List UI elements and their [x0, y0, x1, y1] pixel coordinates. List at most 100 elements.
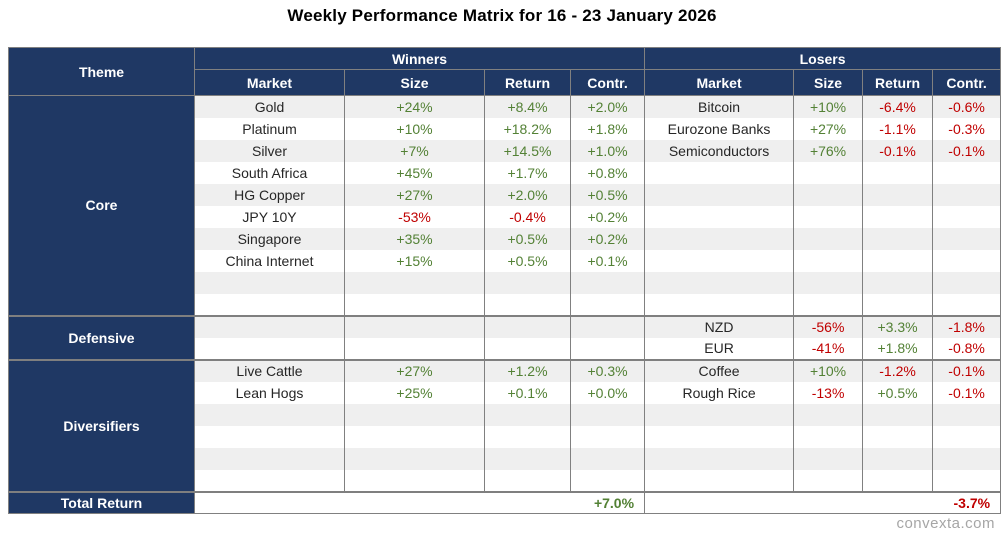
- winners-size-cell: [344, 447, 485, 470]
- winners-size-cell: [344, 293, 485, 316]
- winners-return-cell: [484, 425, 571, 448]
- winners-return-cell: +1.7%: [484, 161, 571, 184]
- winners-contr-cell: +0.2%: [570, 227, 646, 250]
- losers-size-cell: +10%: [793, 358, 864, 382]
- losers-size-cell: [793, 447, 864, 470]
- losers-contr-cell: [932, 447, 1002, 470]
- winners-contr-header: Contr.: [569, 69, 646, 96]
- losers-size-cell: [793, 425, 864, 448]
- theme-cell-defensive: Defensive: [8, 314, 195, 360]
- winners-total-return: +7.0%: [194, 490, 646, 514]
- losers-return-cell: [862, 161, 934, 184]
- winners-contr-cell: +0.1%: [570, 249, 646, 272]
- sub-header-row: Market Size Return Contr. Market Size Re…: [9, 69, 1002, 96]
- losers-return-cell: [862, 403, 934, 426]
- losers-market-cell: EUR: [644, 337, 795, 360]
- winners-market-cell: JPY 10Y: [194, 205, 345, 228]
- winners-market-cell: Singapore: [194, 227, 345, 250]
- losers-market-cell: Coffee: [644, 358, 795, 382]
- winners-size-cell: +27%: [344, 183, 485, 206]
- losers-size-cell: -41%: [793, 337, 864, 360]
- losers-size-cell: +76%: [793, 139, 864, 162]
- losers-market-cell: [644, 249, 795, 272]
- losers-size-cell: -13%: [793, 381, 864, 404]
- losers-size-cell: -56%: [793, 314, 864, 338]
- losers-return-cell: [862, 183, 934, 206]
- losers-market-cell: [644, 161, 795, 184]
- group-header-row: Theme Winners Losers: [8, 47, 1002, 96]
- winners-market-cell: [194, 425, 345, 448]
- losers-contr-cell: [932, 249, 1002, 272]
- winners-size-cell: +24%: [344, 95, 485, 118]
- losers-size-cell: [793, 205, 864, 228]
- losers-contr-cell: -0.3%: [932, 117, 1002, 140]
- winners-return-cell: +14.5%: [484, 139, 571, 162]
- winners-return-cell: +0.5%: [484, 249, 571, 272]
- table-row: South Africa +45% +1.7% +0.8%: [9, 161, 1002, 184]
- winners-size-cell: +35%: [344, 227, 485, 250]
- losers-contr-cell: [932, 293, 1002, 316]
- losers-contr-cell: -0.6%: [932, 95, 1002, 118]
- winners-market-cell: HG Copper: [194, 183, 345, 206]
- table-body: Core Gold +24% +8.4% +2.0% Bitcoin +10% -6.4% -0…: [8, 95, 1002, 492]
- winners-size-cell: +10%: [344, 117, 485, 140]
- winners-contr-cell: [570, 403, 646, 426]
- losers-market-cell: NZD: [644, 314, 795, 338]
- watermark: convexta.com: [896, 515, 995, 532]
- losers-size-cell: [793, 161, 864, 184]
- winners-contr-cell: +2.0%: [570, 95, 646, 118]
- winners-contr-cell: +1.8%: [570, 117, 646, 140]
- winners-market-header: Market: [194, 69, 345, 96]
- losers-return-cell: [862, 469, 934, 492]
- table-row: JPY 10Y -53% -0.4% +0.2%: [9, 205, 1002, 228]
- table-footer: Total Return +7.0% -3.7%: [8, 490, 1002, 514]
- winners-market-cell: [194, 293, 345, 316]
- winners-size-cell: [344, 425, 485, 448]
- winners-contr-cell: +0.0%: [570, 381, 646, 404]
- winners-market-cell: South Africa: [194, 161, 345, 184]
- losers-contr-header: Contr.: [932, 69, 1002, 96]
- winners-size-cell: +7%: [344, 139, 485, 162]
- winners-size-cell: +25%: [344, 381, 485, 404]
- losers-return-header: Return: [862, 69, 934, 96]
- winners-market-cell: Platinum: [194, 117, 345, 140]
- winners-size-cell: [344, 314, 485, 338]
- losers-market-header: Market: [644, 69, 795, 96]
- losers-return-cell: [862, 271, 934, 294]
- winners-return-cell: [484, 447, 571, 470]
- losers-contr-cell: [932, 469, 1002, 492]
- winners-return-cell: [484, 271, 571, 294]
- losers-market-cell: [644, 425, 795, 448]
- losers-return-cell: -1.2%: [862, 358, 934, 382]
- winners-return-header: Return: [484, 69, 571, 96]
- winners-size-cell: +27%: [344, 358, 485, 382]
- losers-return-cell: [862, 249, 934, 272]
- page-title: Weekly Performance Matrix for 16 - 23 Ja…: [287, 6, 717, 25]
- winners-size-cell: [344, 403, 485, 426]
- winners-return-cell: +0.1%: [484, 381, 571, 404]
- losers-return-cell: -6.4%: [862, 95, 934, 118]
- table-row: [9, 469, 1002, 492]
- winners-market-cell: [194, 403, 345, 426]
- winners-size-cell: -53%: [344, 205, 485, 228]
- losers-market-cell: Semiconductors: [644, 139, 795, 162]
- losers-return-cell: [862, 205, 934, 228]
- losers-size-cell: [793, 293, 864, 316]
- winners-contr-cell: +0.3%: [570, 358, 646, 382]
- losers-market-cell: [644, 271, 795, 294]
- losers-total-return: -3.7%: [644, 490, 1002, 514]
- losers-market-cell: [644, 469, 795, 492]
- losers-return-cell: [862, 447, 934, 470]
- table-row: Platinum +10% +18.2% +1.8% Eurozone Banks +27…: [9, 117, 1002, 140]
- losers-market-cell: [644, 205, 795, 228]
- total-return-label: Total Return: [8, 490, 195, 514]
- theme-cell-core: Core: [8, 95, 195, 316]
- losers-return-cell: -0.1%: [862, 139, 934, 162]
- winners-size-cell: [344, 469, 485, 492]
- winners-size-cell: +15%: [344, 249, 485, 272]
- table-row: [9, 403, 1002, 426]
- winners-contr-cell: +0.5%: [570, 183, 646, 206]
- losers-size-cell: +27%: [793, 117, 864, 140]
- winners-contr-cell: [570, 271, 646, 294]
- winners-contr-cell: [570, 337, 646, 360]
